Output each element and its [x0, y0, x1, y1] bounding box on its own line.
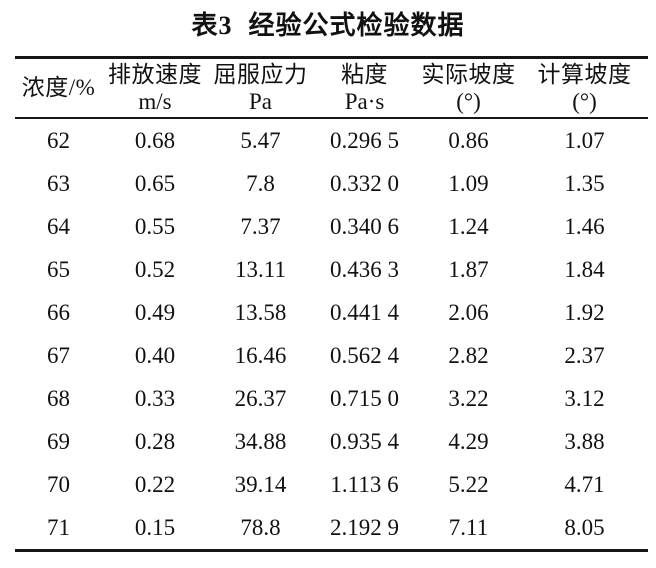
- table-row: 68 0.33 26.37 0.715 0 3.22 3.12: [15, 377, 648, 420]
- table-row: 69 0.28 34.88 0.935 4 4.29 3.88: [15, 420, 648, 463]
- header-row: 浓度/% 排放速度 m/s 屈服应力 Pa 粘度 Pa·s 实际坡度 (°) 计…: [15, 57, 648, 119]
- table-cell: 7.37: [240, 213, 281, 239]
- table-cell: 70: [47, 471, 70, 497]
- table-cell: 69: [47, 428, 70, 454]
- table-cell: 39.14: [234, 471, 287, 497]
- table-cell: 78.8: [240, 514, 281, 540]
- table-cell: 3.12: [564, 385, 605, 411]
- table-cell: 1.35: [564, 170, 605, 196]
- table-cell: 0.49: [134, 299, 176, 325]
- table-cell: 68: [47, 385, 70, 411]
- table-body: 62 0.68 5.47 0.296 5 0.86 1.07 63 0.65 7.8 0.332 …: [15, 118, 648, 551]
- table-cell: 67: [47, 342, 70, 368]
- table-cell: 2.37: [564, 342, 605, 368]
- table-cell: 0.86: [448, 127, 489, 153]
- table-cell: 0.436 3: [330, 256, 399, 282]
- table-cell: 4.29: [448, 428, 489, 454]
- col-header-unit: Pa: [249, 89, 272, 114]
- table-cell: 0.68: [134, 127, 176, 153]
- col-header-label: 屈服应力: [213, 62, 308, 87]
- col-header-calculated-slope: 计算坡度 (°): [521, 57, 648, 119]
- col-header-unit: (°): [572, 89, 597, 114]
- table-cell: 0.15: [134, 514, 176, 540]
- table-cell: 3.88: [564, 428, 605, 454]
- col-header-discharge-velocity: 排放速度 m/s: [102, 57, 208, 119]
- table-cell: 0.55: [134, 213, 176, 239]
- table-cell: 1.24: [448, 213, 489, 239]
- table-row: 65 0.52 13.11 0.436 3 1.87 1.84: [15, 248, 648, 291]
- table-cell: 0.562 4: [330, 342, 399, 368]
- table-cell: 62: [47, 127, 70, 153]
- table-cell: 0.52: [134, 256, 176, 282]
- table-cell: 65: [47, 256, 70, 282]
- table-cell: 8.05: [564, 514, 605, 540]
- table-cell: 7.11: [448, 514, 489, 540]
- col-header-label: 浓度/%: [21, 75, 96, 100]
- table-row: 64 0.55 7.37 0.340 6 1.24 1.46: [15, 205, 648, 248]
- table-cell: 1.87: [448, 256, 489, 282]
- table-cell: 0.332 0: [330, 170, 399, 196]
- table-cell: 71: [47, 514, 70, 540]
- table-cell: 0.65: [134, 170, 176, 196]
- table-cell: 7.8: [246, 170, 275, 196]
- table-cell: 16.46: [234, 342, 287, 368]
- table-row: 70 0.22 39.14 1.113 6 5.22 4.71: [15, 463, 648, 506]
- table-cell: 0.441 4: [330, 299, 399, 325]
- table-cell: 1.07: [564, 127, 605, 153]
- table-cell: 34.88: [234, 428, 287, 454]
- table-cell: 1.46: [564, 213, 605, 239]
- col-header-label: 实际坡度: [421, 62, 516, 87]
- table-cell: 5.22: [448, 471, 489, 497]
- table-cell: 5.47: [240, 127, 281, 153]
- col-header-label: 排放速度: [108, 62, 202, 87]
- table-cell: 64: [47, 213, 70, 239]
- table-cell: 0.33: [134, 385, 176, 411]
- table-row: 66 0.49 13.58 0.441 4 2.06 1.92: [15, 291, 648, 334]
- table-cell: 13.11: [235, 256, 286, 282]
- table-row: 63 0.65 7.8 0.332 0 1.09 1.35: [15, 162, 648, 205]
- table-cell: 0.40: [134, 342, 176, 368]
- table-cell: 1.84: [564, 256, 605, 282]
- table-cell: 3.22: [448, 385, 489, 411]
- table-cell: 2.06: [448, 299, 489, 325]
- table-cell: 2.192 9: [330, 514, 399, 540]
- table-cell: 26.37: [234, 385, 287, 411]
- col-header-unit: m/s: [138, 89, 172, 114]
- col-header-concentration: 浓度/%: [15, 57, 102, 119]
- table-title-text: 经验公式检验数据: [248, 11, 465, 40]
- table-cell: 13.58: [234, 299, 287, 325]
- table-row: 62 0.68 5.47 0.296 5 0.86 1.07: [15, 118, 648, 162]
- table-row: 71 0.15 78.8 2.192 9 7.11 8.05: [15, 506, 648, 551]
- data-table: 浓度/% 排放速度 m/s 屈服应力 Pa 粘度 Pa·s 实际坡度 (°) 计…: [15, 56, 648, 552]
- table-title-number: 表3: [191, 11, 233, 40]
- table-cell: 1.113 6: [330, 471, 399, 497]
- table-cell: 0.340 6: [330, 213, 399, 239]
- col-header-actual-slope: 实际坡度 (°): [416, 57, 521, 119]
- col-header-unit: (°): [456, 89, 481, 114]
- col-header-label: 计算坡度: [537, 62, 632, 87]
- col-header-yield-stress: 屈服应力 Pa: [208, 57, 313, 119]
- table-cell: 0.715 0: [330, 385, 399, 411]
- col-header-label: 粘度: [341, 62, 388, 87]
- table-title: 表3 经验公式检验数据: [0, 5, 656, 42]
- table-cell: 2.82: [448, 342, 489, 368]
- table-cell: 0.22: [134, 471, 176, 497]
- table-header: 浓度/% 排放速度 m/s 屈服应力 Pa 粘度 Pa·s 实际坡度 (°) 计…: [15, 57, 648, 119]
- col-header-unit: Pa·s: [344, 89, 385, 114]
- table-cell: 4.71: [564, 471, 605, 497]
- table-cell: 0.28: [134, 428, 176, 454]
- table-cell: 0.935 4: [330, 428, 399, 454]
- table-cell: 0.296 5: [330, 127, 399, 153]
- table-cell: 66: [47, 299, 70, 325]
- table-cell: 63: [47, 170, 70, 196]
- table-row: 67 0.40 16.46 0.562 4 2.82 2.37: [15, 334, 648, 377]
- table-cell: 1.09: [448, 170, 489, 196]
- table-cell: 1.92: [564, 299, 605, 325]
- col-header-viscosity: 粘度 Pa·s: [313, 57, 416, 119]
